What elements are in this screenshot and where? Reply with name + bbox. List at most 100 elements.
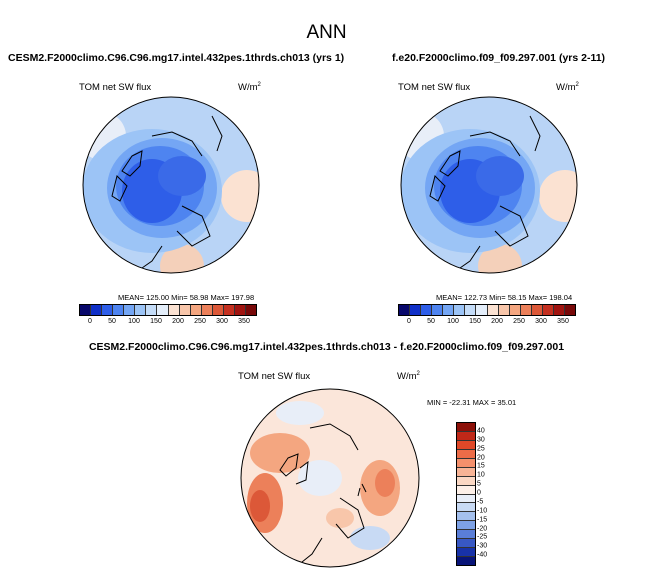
colorbar-swatch — [432, 305, 444, 315]
panel-2-colorbar-labels: 0 50 100 150 200 250 300 350 — [398, 318, 574, 328]
colorbar-tick-label: 50 — [427, 318, 435, 325]
colorbar-tick-label: 200 — [172, 318, 184, 325]
colorbar-swatch — [457, 512, 475, 522]
colorbar-tick-label: -30 — [477, 542, 488, 550]
colorbar-swatch — [457, 485, 475, 495]
colorbar-swatch — [457, 503, 475, 513]
colorbar-swatch — [124, 305, 136, 315]
colorbar-swatch — [212, 305, 224, 315]
colorbar-swatch — [135, 305, 147, 315]
panel-1-case-name: CESM2.F2000climo.C96.C96.mg17.intel.432p… — [8, 52, 345, 64]
colorbar-swatch — [443, 305, 455, 315]
colorbar-swatch — [457, 458, 475, 468]
colorbar-swatch — [146, 305, 158, 315]
colorbar-swatch — [498, 305, 510, 315]
colorbar-swatch — [234, 305, 246, 315]
panel-2-unit-label: W/m2 — [556, 82, 579, 94]
colorbar-swatch — [531, 305, 543, 315]
colorbar-tick-label: 350 — [557, 318, 569, 325]
colorbar-tick-label: -10 — [477, 507, 488, 515]
panel-1-unit-label: W/m2 — [238, 82, 261, 94]
colorbar-swatch — [542, 305, 554, 315]
colorbar-tick-label: -15 — [477, 516, 488, 524]
colorbar-tick-label: 300 — [216, 318, 228, 325]
colorbar-swatch — [410, 305, 422, 315]
colorbar-tick-label: 40 — [477, 427, 485, 435]
colorbar-tick-label: 25 — [477, 445, 485, 453]
panel-2-stats: MEAN= 122.73 Min= 58.15 Max= 198.04 — [436, 293, 573, 302]
colorbar-swatch — [399, 305, 411, 315]
colorbar-tick-label: 0 — [88, 318, 92, 325]
colorbar-swatch — [457, 539, 475, 549]
panel-2-polar-map — [400, 96, 578, 274]
colorbar-swatch — [421, 305, 433, 315]
colorbar-tick-label: -25 — [477, 533, 488, 541]
colorbar-tick-label: 250 — [194, 318, 206, 325]
colorbar-swatch — [457, 467, 475, 477]
colorbar-swatch — [465, 305, 477, 315]
colorbar-swatch — [509, 305, 521, 315]
diff-colorbar — [456, 422, 476, 566]
colorbar-swatch — [201, 305, 213, 315]
colorbar-swatch — [457, 440, 475, 450]
colorbar-swatch — [113, 305, 125, 315]
colorbar-tick-label: 300 — [535, 318, 547, 325]
panel-1-stats: MEAN= 125.00 Min= 58.98 Max= 197.98 — [118, 293, 255, 302]
colorbar-swatch — [520, 305, 532, 315]
colorbar-swatch — [564, 305, 575, 315]
colorbar-swatch — [476, 305, 488, 315]
panel-1-variable-label: TOM net SW flux — [79, 82, 152, 93]
colorbar-swatch — [457, 548, 475, 558]
diff-unit-label: W/m2 — [397, 371, 420, 383]
colorbar-swatch — [487, 305, 499, 315]
diff-variable-label: TOM net SW flux — [238, 371, 311, 382]
colorbar-tick-label: 250 — [513, 318, 525, 325]
colorbar-swatch — [245, 305, 256, 315]
colorbar-swatch — [157, 305, 169, 315]
colorbar-swatch — [457, 530, 475, 540]
colorbar-swatch — [91, 305, 103, 315]
colorbar-swatch — [454, 305, 466, 315]
colorbar-tick-label: 0 — [477, 489, 481, 497]
colorbar-swatch — [457, 494, 475, 504]
colorbar-swatch — [457, 521, 475, 531]
plot-title: ANN — [306, 22, 347, 43]
colorbar-tick-label: 150 — [469, 318, 481, 325]
colorbar-tick-label: -40 — [477, 551, 488, 559]
colorbar-tick-label: 15 — [477, 462, 485, 470]
colorbar-swatch — [457, 431, 475, 441]
colorbar-tick-label: -5 — [477, 498, 484, 506]
colorbar-tick-label: 10 — [477, 471, 485, 479]
colorbar-swatch — [179, 305, 191, 315]
colorbar-tick-label: 5 — [477, 480, 481, 488]
panel-2-case-name: f.e20.F2000climo.f09_f09.297.001 (yrs 2-… — [392, 52, 606, 64]
colorbar-swatch — [80, 305, 92, 315]
panel-1-polar-map — [82, 96, 260, 274]
colorbar-tick-label: 20 — [477, 454, 485, 461]
colorbar-tick-label: 200 — [491, 318, 503, 325]
colorbar-tick-label: 150 — [150, 318, 162, 325]
diff-colorbar-labels: 40 30 25 20 15 10 5 0 -5 -10 -15 -20 -25 -30 -40 — [477, 422, 507, 564]
colorbar-tick-label: 100 — [128, 318, 140, 325]
colorbar-tick-label: 0 — [407, 318, 411, 325]
colorbar-swatch — [190, 305, 202, 315]
colorbar-swatch — [102, 305, 114, 315]
colorbar-swatch — [223, 305, 235, 315]
panel-2-colorbar — [398, 304, 576, 316]
colorbar-swatch — [553, 305, 565, 315]
colorbar-tick-label: 50 — [108, 318, 116, 325]
colorbar-tick-label: 100 — [447, 318, 459, 325]
diff-polar-map — [240, 388, 420, 568]
colorbar-swatch — [457, 449, 475, 459]
colorbar-swatch — [457, 557, 475, 565]
diff-stats: MIN = -22.31 MAX = 35.01 — [427, 398, 517, 407]
colorbar-swatch — [457, 476, 475, 486]
colorbar-tick-label: 350 — [238, 318, 250, 325]
diff-case-name: CESM2.F2000climo.C96.C96.mg17.intel.432p… — [88, 341, 565, 353]
panel-1-colorbar-labels: 0 50 100 150 200 250 300 350 — [79, 318, 255, 328]
panel-1-colorbar — [79, 304, 257, 316]
colorbar-swatch — [168, 305, 180, 315]
colorbar-swatch — [457, 423, 475, 432]
panel-2-variable-label: TOM net SW flux — [398, 82, 471, 93]
colorbar-tick-label: -20 — [477, 525, 488, 532]
